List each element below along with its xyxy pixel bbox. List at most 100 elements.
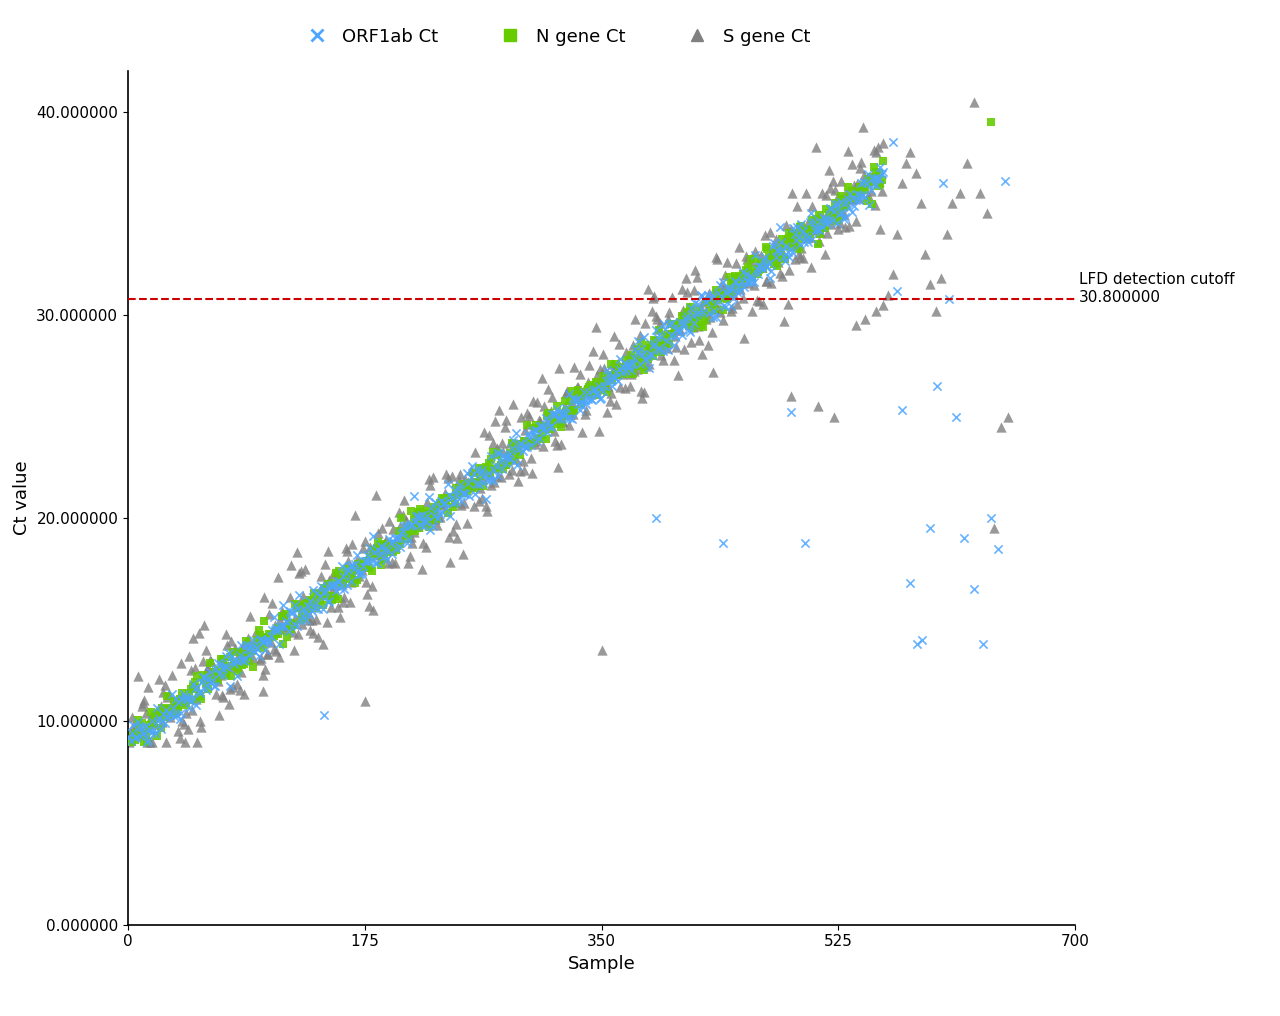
Point [344,557,365,573]
Point [462,479,483,495]
Point [402,516,422,532]
Point [323,575,343,591]
Point [763,239,783,255]
Point [736,262,756,278]
Point [416,503,436,519]
Point [466,473,486,490]
Point [751,258,772,274]
Point [457,483,477,499]
Point [678,299,699,315]
Point [753,252,773,268]
Point [865,197,886,213]
Point [705,249,726,265]
Point [617,357,637,373]
Point [504,437,525,453]
Point [381,539,402,556]
Point [726,270,746,287]
Point [561,383,581,399]
Point [206,665,227,682]
Point [244,644,265,660]
Point [379,536,399,553]
Point [777,244,797,260]
Point [570,366,590,382]
Point [474,464,494,481]
Point [146,704,166,720]
Point [397,524,417,541]
Point [442,489,462,505]
Point [699,305,719,321]
Point [980,114,1001,130]
Point [650,315,671,331]
Point [940,291,960,307]
Point [686,301,707,317]
Point [758,241,778,257]
Point [751,259,772,275]
Point [764,238,785,254]
Point [544,423,564,439]
Point [166,696,187,712]
Point [571,396,591,412]
Point [788,241,809,257]
Point [713,534,733,551]
Point [714,278,735,295]
Point [850,160,870,176]
Point [370,547,390,563]
Point [730,280,750,297]
Point [343,562,364,578]
Point [241,637,261,653]
Point [855,180,876,196]
Point [860,169,881,185]
Point [659,304,680,320]
Point [401,517,421,533]
Point [340,569,361,585]
Point [224,655,244,672]
Point [348,556,369,572]
Point [160,700,180,716]
Point [873,164,893,180]
Point [401,503,421,519]
Point [483,435,503,451]
Point [823,173,844,189]
Point [269,636,289,652]
Point [276,629,297,645]
Point [749,262,769,278]
Point [692,345,713,362]
Point [163,706,183,722]
Point [781,388,801,404]
Point [338,562,358,578]
Point [785,251,805,267]
Point [758,273,778,290]
Point [265,622,285,638]
Point [532,438,553,454]
Point [795,221,815,238]
Point [595,375,616,391]
Point [535,419,556,435]
Point [640,339,660,356]
Point [849,185,869,201]
Point [312,596,333,613]
Point [198,658,219,675]
Point [573,382,594,398]
Point [160,709,180,725]
Point [140,734,160,750]
Point [283,624,303,640]
Point [873,297,893,313]
Point [143,721,164,738]
Point [169,710,189,726]
Point [658,311,678,327]
Point [609,363,630,379]
Point [156,702,177,718]
Point [481,448,502,464]
Point [673,302,694,318]
Point [536,408,557,425]
Point [767,242,787,258]
Point [559,393,580,409]
Point [296,594,316,611]
Point [588,387,608,403]
Point [178,691,198,707]
Point [291,563,311,579]
Point [449,478,470,494]
Point [846,317,867,333]
Point [477,503,498,519]
Point [593,368,613,384]
